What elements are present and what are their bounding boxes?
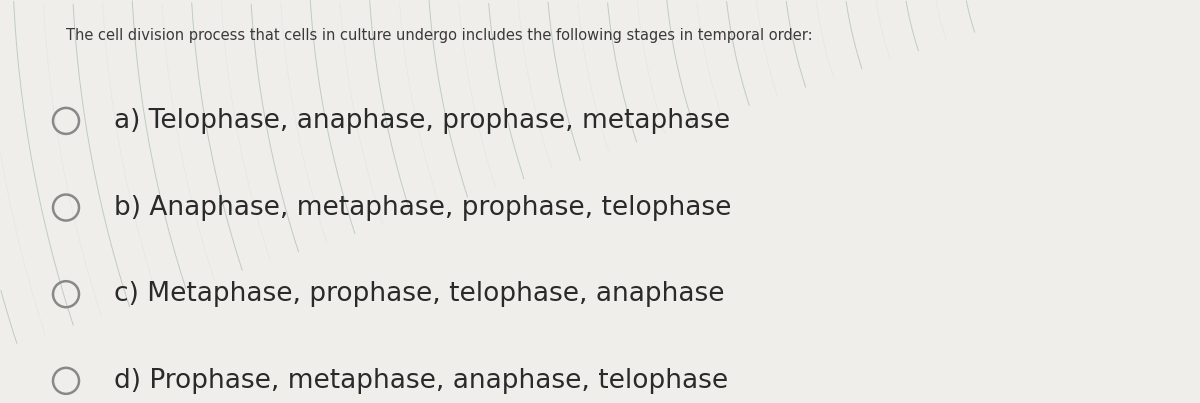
Text: d) Prophase, metaphase, anaphase, telophase: d) Prophase, metaphase, anaphase, teloph… xyxy=(114,368,728,394)
Text: The cell division process that cells in culture undergo includes the following s: The cell division process that cells in … xyxy=(66,28,812,43)
Text: c) Metaphase, prophase, telophase, anaphase: c) Metaphase, prophase, telophase, anaph… xyxy=(114,281,725,307)
Text: a) Telophase, anaphase, prophase, metaphase: a) Telophase, anaphase, prophase, metaph… xyxy=(114,108,730,134)
Text: b) Anaphase, metaphase, prophase, telophase: b) Anaphase, metaphase, prophase, teloph… xyxy=(114,195,731,220)
